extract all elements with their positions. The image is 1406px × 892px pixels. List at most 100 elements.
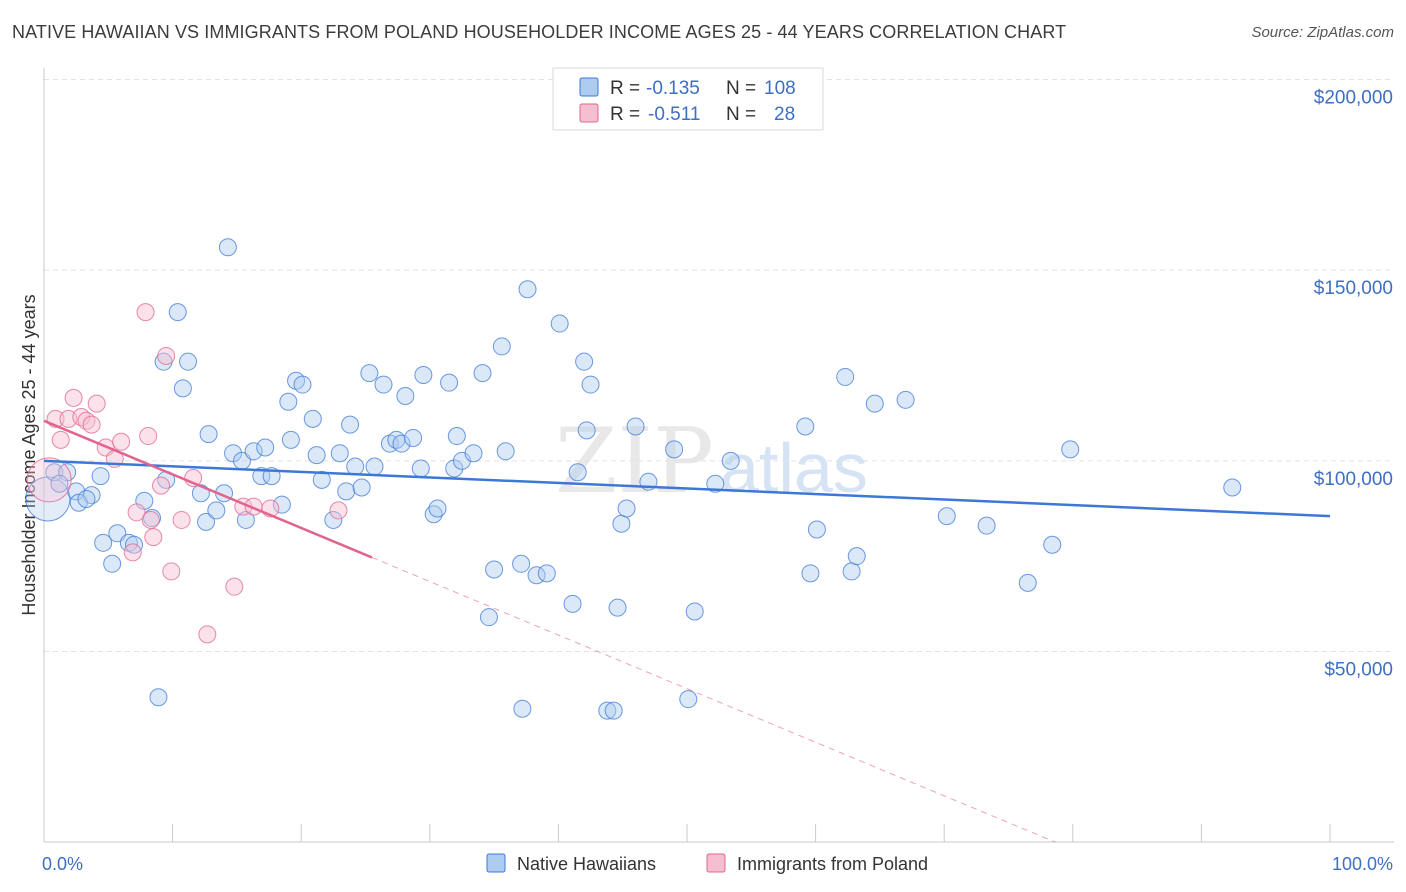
data-point: [445, 459, 464, 478]
data-point: [50, 474, 69, 493]
data-point: [141, 510, 160, 529]
data-point: [272, 495, 291, 514]
data-point: [236, 510, 255, 529]
data-point: [324, 510, 343, 529]
data-point: [512, 554, 531, 573]
data-point: [977, 516, 996, 535]
data-point: [374, 375, 393, 394]
legend-r-value-0: -0.135: [646, 78, 700, 99]
data-point: [127, 503, 146, 522]
data-point: [575, 352, 594, 371]
data-point: [796, 417, 815, 436]
series-native-hawaiians-points: [25, 238, 1242, 720]
data-point: [492, 337, 511, 356]
y-tick-label: $50,000: [1324, 660, 1393, 681]
data-point: [329, 501, 348, 520]
data-point: [225, 577, 244, 596]
data-point: [485, 560, 504, 579]
data-point: [679, 690, 698, 709]
data-point: [1043, 535, 1062, 554]
data-point: [665, 440, 684, 459]
data-point: [428, 499, 447, 518]
data-point: [360, 364, 379, 383]
data-point: [617, 499, 636, 518]
legend-r-label-1: R =: [610, 104, 640, 125]
data-point: [224, 444, 243, 463]
bottom-legend-swatch-blue: [486, 853, 506, 873]
legend-r-label-0: R =: [610, 78, 640, 99]
data-point: [218, 238, 237, 257]
data-point: [563, 594, 582, 613]
data-point: [207, 501, 226, 520]
data-point: [464, 444, 483, 463]
y-tick-labels: $200,000 $150,000 $100,000 $50,000: [1314, 88, 1393, 681]
data-point: [337, 482, 356, 501]
data-point: [836, 367, 855, 386]
data-point: [108, 524, 127, 543]
trendline-dashed: [371, 556, 1056, 843]
data-point: [896, 390, 915, 409]
data-point: [199, 425, 218, 444]
data-point: [330, 444, 349, 463]
trendline-solid: [43, 459, 1331, 518]
data-point: [447, 427, 466, 446]
top-legend: R = -0.135 N = 108 R = -0.511 N = 28: [552, 67, 824, 131]
data-point: [152, 476, 171, 495]
data-point: [139, 427, 158, 446]
data-point: [279, 392, 298, 411]
x-ticks: [43, 824, 1331, 842]
data-point: [82, 415, 101, 434]
x-tick-label-max: 100.0%: [1332, 854, 1393, 874]
data-point: [144, 528, 163, 547]
data-point: [198, 625, 217, 644]
data-point: [123, 543, 142, 562]
data-point: [1018, 573, 1037, 592]
legend-n-value-0: 108: [764, 78, 796, 99]
data-point: [414, 366, 433, 385]
data-point: [626, 417, 645, 436]
data-point: [807, 520, 826, 539]
data-point: [51, 430, 70, 449]
data-point: [103, 554, 122, 573]
data-point: [568, 463, 587, 482]
data-point: [865, 394, 884, 413]
data-point: [604, 701, 623, 720]
data-point: [411, 459, 430, 478]
data-point: [346, 457, 365, 476]
data-point: [45, 463, 64, 482]
data-point: [341, 415, 360, 434]
data-point: [293, 375, 312, 394]
data-point: [94, 533, 113, 552]
data-point: [577, 421, 596, 440]
trendline-solid: [43, 419, 373, 559]
axes: [43, 68, 1394, 843]
data-point: [847, 547, 866, 566]
data-point: [598, 701, 617, 720]
bottom-legend: Native Hawaiians Immigrants from Poland: [486, 853, 928, 874]
data-point: [197, 512, 216, 531]
data-point: [64, 388, 83, 407]
data-point: [244, 442, 263, 461]
legend-n-label-0: N =: [726, 78, 756, 99]
data-point: [136, 303, 155, 322]
data-point: [365, 457, 384, 476]
trendline-native-hawaiians: [43, 459, 1331, 518]
data-point: [168, 303, 187, 322]
data-point: [352, 478, 371, 497]
x-tick-label-min: 0.0%: [42, 854, 83, 874]
bottom-legend-label-immigrants-poland: Immigrants from Poland: [737, 854, 928, 874]
y-tick-label: $200,000: [1314, 88, 1393, 109]
data-point: [537, 564, 556, 583]
data-point: [303, 409, 322, 428]
bottom-legend-label-native-hawaiians: Native Hawaiians: [517, 854, 656, 874]
data-point: [479, 608, 498, 627]
data-point: [307, 446, 326, 465]
data-point: [404, 428, 423, 447]
data-point: [77, 489, 96, 508]
data-point: [801, 564, 820, 583]
data-point: [162, 562, 181, 581]
data-point: [312, 470, 331, 489]
y-axis-label: Householder Income Ages 25 - 44 years: [19, 294, 39, 615]
chart-title: NATIVE HAWAIIAN VS IMMIGRANTS FROM POLAN…: [12, 22, 1067, 42]
